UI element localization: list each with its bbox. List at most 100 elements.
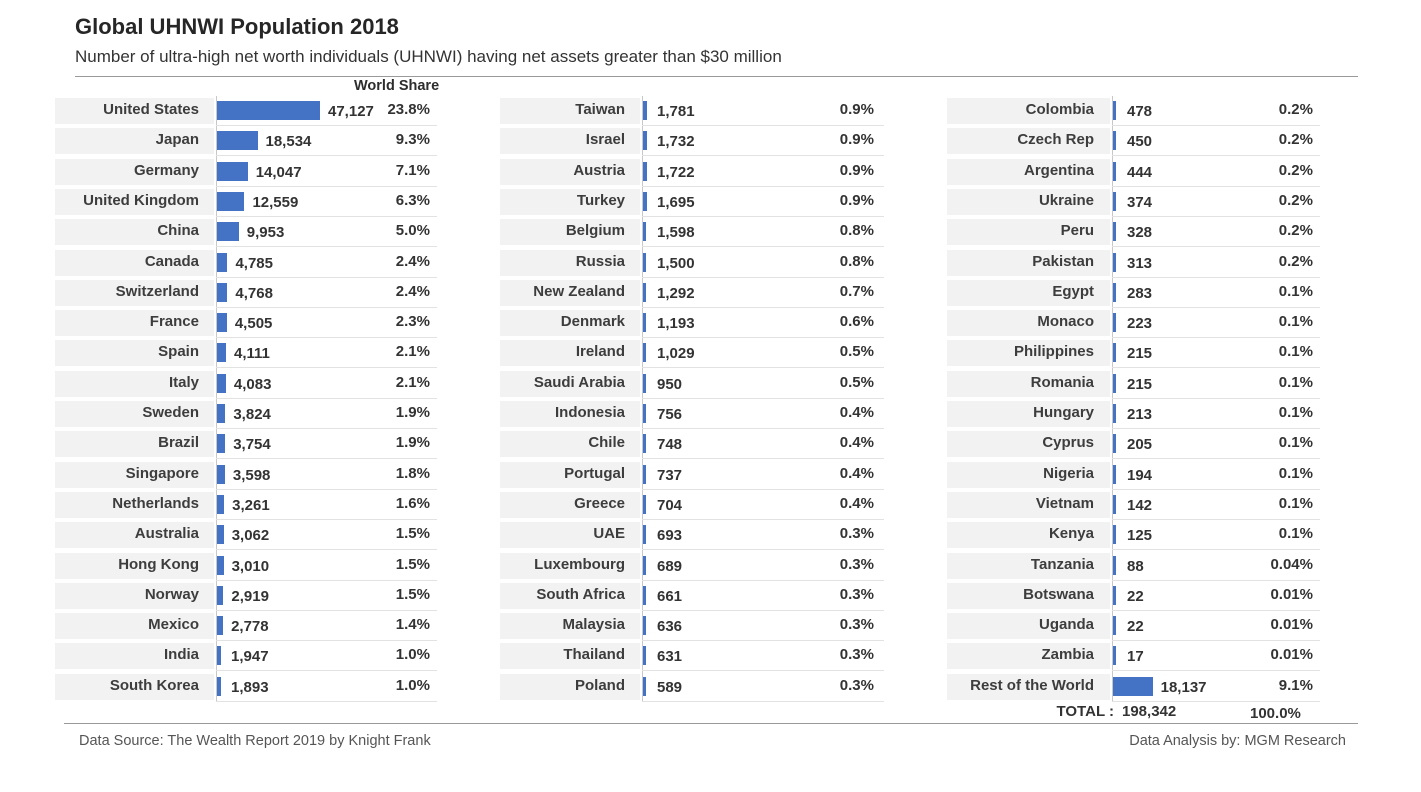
table-row: Mexico 2,778 1.4% — [0, 611, 1421, 642]
value-bar — [643, 222, 647, 242]
value-label: 22 — [1127, 587, 1144, 605]
share-label: 0.1% — [1278, 313, 1313, 331]
country-label: Australia — [134, 525, 199, 543]
country-label: Italy — [168, 373, 199, 391]
row-divider — [1112, 670, 1320, 672]
row-label-shade — [947, 158, 1110, 185]
table-row: Israel 1,732 0.9% — [0, 126, 1421, 157]
table-row: Belgium 1,598 0.8% — [0, 217, 1421, 248]
row-label-shade — [55, 613, 214, 640]
row-label-shade — [947, 491, 1110, 518]
value-label: 328 — [1127, 224, 1153, 242]
value-label: 4,505 — [234, 315, 273, 333]
row-divider — [642, 246, 884, 248]
country-label: Canada — [144, 252, 199, 270]
value-bar — [217, 282, 228, 302]
country-label: Peru — [1060, 222, 1094, 240]
row-divider — [1112, 276, 1320, 278]
share-label: 0.4% — [839, 404, 874, 421]
row-divider — [642, 185, 884, 187]
row-label-shade — [500, 431, 640, 458]
country-label: Spain — [158, 343, 199, 361]
row-label-shade — [947, 249, 1110, 276]
row-label-shade — [500, 219, 640, 246]
row-label-shade — [947, 582, 1110, 609]
country-label: Kenya — [1048, 525, 1094, 543]
value-bar — [643, 646, 646, 666]
row-label-shade — [500, 522, 640, 549]
value-bar — [643, 191, 647, 211]
row-divider — [1112, 367, 1320, 369]
table-row: South Korea 1,893 1.0% — [0, 672, 1421, 702]
row-divider — [642, 518, 884, 520]
table-row: Argentina 444 0.2% — [0, 157, 1421, 187]
table-row: Norway 2,919 1.5% — [0, 581, 1421, 611]
country-label: Botswana — [1023, 585, 1094, 603]
table-row: United States 47,127 23.8% — [0, 96, 1421, 126]
value-label: 14,047 — [255, 163, 302, 181]
share-label: 0.3% — [839, 676, 874, 694]
share-label: 0.3% — [839, 646, 874, 664]
value-bar — [217, 404, 226, 423]
value-bar — [1113, 373, 1116, 393]
table-row: Russia 1,500 0.8% — [0, 248, 1421, 278]
world-share-header: World Share — [354, 78, 440, 94]
row-divider — [642, 640, 884, 642]
row-divider — [1112, 549, 1320, 551]
row-label-shade — [55, 582, 214, 609]
table-row: Philippines 215 0.1% — [0, 338, 1421, 369]
value-bar — [217, 343, 226, 363]
country-label: Hungary — [1033, 404, 1094, 421]
share-label: 0.01% — [1270, 585, 1313, 603]
table-row: Thailand 631 0.3% — [0, 641, 1421, 672]
value-bar — [217, 131, 258, 151]
country-label: Malaysia — [562, 616, 625, 634]
row-label-shade — [947, 643, 1110, 670]
row-label-shade — [55, 158, 214, 185]
value-label: 18,534 — [265, 133, 312, 151]
row-divider — [642, 549, 884, 551]
table-row: Monaco 223 0.1% — [0, 308, 1421, 339]
row-label-shade — [55, 552, 214, 579]
country-label: Monaco — [1037, 313, 1094, 331]
country-label: Romania — [1030, 373, 1094, 391]
country-label: Luxembourg — [534, 555, 625, 573]
table-row: Ireland 1,029 0.5% — [0, 338, 1421, 369]
row-divider — [642, 276, 884, 278]
country-label: Ukraine — [1038, 191, 1094, 209]
row-label-shade — [500, 491, 640, 518]
country-label: Japan — [155, 131, 199, 149]
value-bar — [1113, 464, 1116, 484]
table-row: New Zealand 1,292 0.7% — [0, 278, 1421, 308]
value-bar — [1113, 343, 1116, 363]
row-divider — [642, 397, 884, 399]
share-label: 0.4% — [839, 464, 874, 482]
table-row: Portugal 737 0.4% — [0, 460, 1421, 490]
row-label-shade — [55, 249, 214, 276]
value-label: 4,083 — [233, 375, 272, 393]
value-label: 2,919 — [231, 587, 269, 605]
country-label: South Africa — [536, 585, 625, 603]
table-row: France 4,505 2.3% — [0, 308, 1421, 339]
table-row: Rest of the World 18,137 9.1% — [0, 672, 1421, 702]
row-label-shade — [55, 522, 214, 549]
country-label: Indonesia — [554, 404, 625, 421]
row-divider — [216, 700, 437, 702]
row-divider — [1112, 125, 1320, 126]
row-label-shade — [500, 98, 640, 124]
value-label: 1,193 — [657, 315, 695, 333]
table-row: Spain 4,111 2.1% — [0, 338, 1421, 369]
share-label: 0.1% — [1278, 404, 1313, 421]
value-bar — [643, 252, 647, 272]
value-bar — [217, 585, 224, 605]
category-axis-line — [216, 96, 217, 702]
row-label-shade — [947, 461, 1110, 488]
value-label: 3,754 — [233, 436, 271, 454]
table-row: Netherlands 3,261 1.6% — [0, 490, 1421, 520]
row-divider — [216, 579, 437, 581]
table-row: Germany 14,047 7.1% — [0, 157, 1421, 187]
country-label: Belgium — [565, 222, 625, 240]
value-label: 3,062 — [231, 527, 270, 545]
row-divider — [642, 488, 884, 490]
country-label: Egypt — [1052, 282, 1094, 300]
